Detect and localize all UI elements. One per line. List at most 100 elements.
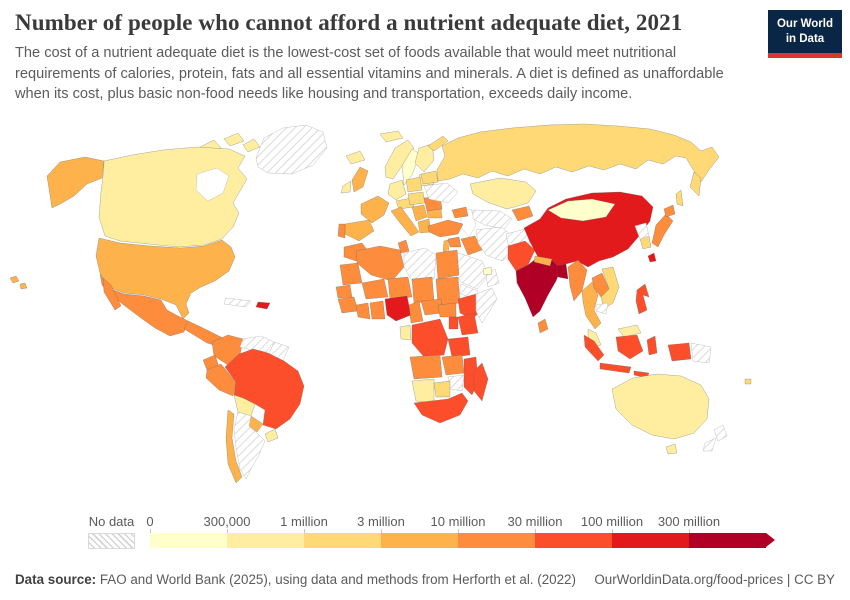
country-mali[interactable] bbox=[361, 278, 389, 300]
country-tunisia[interactable] bbox=[397, 239, 410, 254]
owid-logo[interactable]: Our World in Data bbox=[768, 10, 842, 58]
country-alaska[interactable] bbox=[46, 156, 105, 209]
country-central-asia[interactable] bbox=[472, 209, 513, 230]
legend-segment[interactable] bbox=[227, 533, 304, 548]
country-ireland[interactable] bbox=[340, 180, 352, 194]
country-belarus[interactable] bbox=[420, 170, 439, 185]
country-botswana[interactable] bbox=[433, 380, 451, 398]
country-greenland[interactable] bbox=[255, 124, 328, 175]
legend-segment[interactable] bbox=[381, 533, 458, 548]
legend-segment[interactable] bbox=[458, 533, 535, 548]
country-chad[interactable] bbox=[411, 276, 435, 304]
country-vietnam[interactable] bbox=[600, 266, 620, 310]
legend-segment[interactable] bbox=[612, 533, 689, 548]
country-peru[interactable] bbox=[205, 363, 237, 397]
country-indonesia-sulawesi[interactable] bbox=[646, 335, 658, 356]
country-gabon[interactable] bbox=[399, 324, 412, 341]
country-turkey[interactable] bbox=[427, 219, 464, 238]
legend-segment[interactable] bbox=[535, 533, 612, 548]
legend-segment[interactable] bbox=[150, 533, 227, 548]
country-italy[interactable] bbox=[390, 206, 420, 237]
country-cuba[interactable] bbox=[223, 297, 252, 308]
country-indonesia-papua[interactable] bbox=[667, 342, 692, 362]
country-namibia[interactable] bbox=[411, 378, 435, 404]
country-ghana[interactable] bbox=[369, 300, 386, 320]
credit-link[interactable]: OurWorldinData.org/food-prices | CC BY bbox=[594, 572, 835, 587]
country-senegal[interactable] bbox=[335, 284, 353, 299]
country-spain[interactable] bbox=[344, 219, 375, 242]
country-indonesia-sumatra[interactable] bbox=[583, 334, 605, 362]
country-philippines[interactable] bbox=[635, 283, 650, 315]
country-iraq[interactable] bbox=[460, 235, 483, 256]
country-drc[interactable] bbox=[411, 318, 449, 358]
country-angola[interactable] bbox=[409, 354, 443, 380]
country-france[interactable] bbox=[360, 195, 390, 224]
country-uruguay[interactable] bbox=[264, 428, 279, 443]
country-algeria[interactable] bbox=[355, 245, 405, 282]
country-hawaii[interactable] bbox=[9, 275, 20, 284]
country-bulgaria[interactable] bbox=[426, 208, 443, 219]
country-australia[interactable] bbox=[611, 373, 710, 440]
country-chile[interactable] bbox=[225, 409, 243, 484]
country-united-states[interactable] bbox=[95, 237, 236, 320]
country-nepal[interactable] bbox=[533, 255, 553, 267]
country-hawaii[interactable] bbox=[19, 282, 28, 290]
country-russia-kamchatka[interactable] bbox=[689, 171, 702, 197]
legend-segment[interactable] bbox=[304, 533, 381, 548]
country-zambia[interactable] bbox=[441, 354, 465, 376]
country-mongolia[interactable] bbox=[547, 198, 616, 222]
legend-segment[interactable] bbox=[689, 533, 766, 548]
country-balkans[interactable] bbox=[411, 204, 428, 222]
country-australia-tasmania[interactable] bbox=[665, 443, 678, 455]
country-malaysia-borneo[interactable] bbox=[617, 324, 642, 338]
country-central-europe[interactable] bbox=[407, 191, 426, 206]
country-canada-arctic[interactable] bbox=[242, 138, 261, 153]
country-cameroon[interactable] bbox=[408, 300, 424, 324]
country-russia[interactable] bbox=[436, 123, 720, 183]
country-germany[interactable] bbox=[387, 179, 407, 201]
country-united-kingdom[interactable] bbox=[351, 166, 369, 193]
country-papua-new-guinea[interactable] bbox=[690, 342, 712, 364]
country-kenya[interactable] bbox=[457, 312, 479, 336]
country-ukraine[interactable] bbox=[423, 182, 459, 204]
country-sweden[interactable] bbox=[401, 148, 421, 186]
country-uganda[interactable] bbox=[448, 316, 459, 330]
country-brazil[interactable] bbox=[224, 348, 305, 430]
country-cambodia[interactable] bbox=[595, 302, 609, 315]
country-madagascar[interactable] bbox=[473, 362, 489, 402]
country-argentina[interactable] bbox=[233, 411, 266, 480]
country-svalbard[interactable] bbox=[379, 130, 404, 143]
country-south-sudan[interactable] bbox=[437, 302, 457, 318]
country-kyrgyz-tajik[interactable] bbox=[511, 205, 534, 222]
country-iceland[interactable] bbox=[345, 150, 366, 165]
country-caucasus[interactable] bbox=[451, 206, 469, 219]
country-venezuela[interactable] bbox=[239, 335, 275, 353]
country-new-zealand[interactable] bbox=[713, 424, 728, 442]
country-indonesia-kalimantan[interactable] bbox=[615, 334, 644, 360]
country-japan[interactable] bbox=[651, 213, 674, 248]
country-sri-lanka[interactable] bbox=[537, 318, 549, 334]
country-guinea[interactable] bbox=[337, 296, 359, 314]
country-mexico-baja[interactable] bbox=[102, 277, 122, 311]
country-hispaniola[interactable] bbox=[255, 301, 271, 310]
country-tanzania[interactable] bbox=[447, 336, 471, 358]
country-bangladesh[interactable] bbox=[555, 263, 569, 280]
country-new-zealand-south[interactable] bbox=[702, 437, 717, 452]
country-mauritania[interactable] bbox=[339, 262, 363, 286]
country-bolivia[interactable] bbox=[233, 394, 256, 417]
country-canada[interactable] bbox=[98, 146, 248, 248]
country-libya[interactable] bbox=[403, 247, 437, 282]
country-japan-hokkaido[interactable] bbox=[663, 204, 676, 218]
country-niger[interactable] bbox=[387, 276, 413, 300]
country-indonesia-java[interactable] bbox=[599, 362, 632, 374]
country-south-africa[interactable] bbox=[413, 392, 469, 424]
country-fiji[interactable] bbox=[744, 378, 752, 385]
country-nigeria[interactable] bbox=[384, 295, 412, 322]
country-russia-novaya-zemlya[interactable] bbox=[427, 135, 449, 152]
country-somalia[interactable] bbox=[475, 287, 498, 324]
country-egypt[interactable] bbox=[435, 249, 460, 280]
no-data-swatch[interactable] bbox=[88, 533, 135, 549]
country-taiwan[interactable] bbox=[647, 252, 657, 263]
country-gulf-states[interactable] bbox=[482, 266, 493, 276]
country-north-korea[interactable] bbox=[634, 222, 650, 240]
